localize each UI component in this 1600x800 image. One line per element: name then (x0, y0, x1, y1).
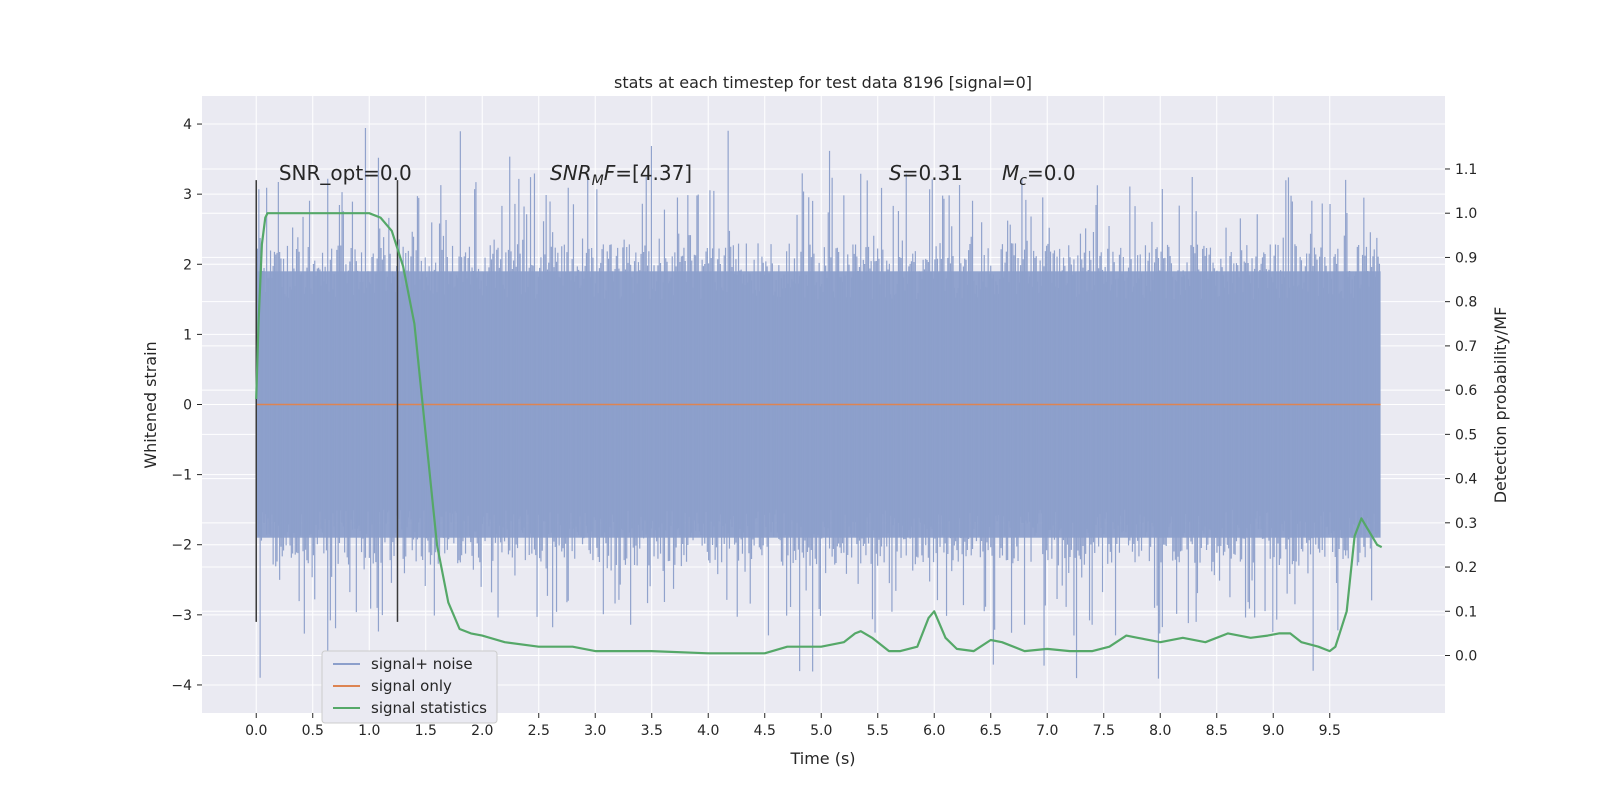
y-tick-label: 0 (183, 398, 192, 414)
annotation-mc-base: M (1002, 161, 1019, 185)
x-tick-label: 0.0 (245, 723, 267, 739)
x-tick-label: 3.5 (641, 723, 663, 739)
x-tick-label: 2.0 (471, 723, 493, 739)
x-tick-label: 1.5 (415, 723, 437, 739)
annotation-s-tail: =0.31 (902, 161, 963, 185)
x-tick-label: 2.5 (528, 723, 550, 739)
y-tick-label: 4 (183, 117, 192, 133)
annotation-snr-opt: SNR_opt=0.0 (279, 161, 412, 185)
y-tick-label: 3 (183, 187, 192, 203)
x-tick-label: 8.5 (1206, 723, 1228, 739)
x-tick-label: 4.5 (754, 723, 776, 739)
x-tick-label: 9.0 (1262, 723, 1284, 739)
annotation-mc-tail: =0.0 (1027, 161, 1076, 185)
annotation-snr-mf-tail: =[4.37] (615, 161, 692, 185)
y2-tick-label: 0.9 (1455, 250, 1477, 266)
y2-tick-label: 0.3 (1455, 516, 1477, 532)
annotation-s-stat: S=0.31 (889, 161, 963, 185)
x-tick-label: 5.0 (810, 723, 832, 739)
vertical-markers (255, 180, 399, 622)
legend-box (321, 650, 498, 724)
annotation-snr-mf-base: SNR (550, 161, 592, 185)
x-tick-label: 7.0 (1036, 723, 1058, 739)
annotation-mc: Mc=0.0 (1002, 161, 1076, 189)
annotation-snr-mf-tail-italic: F (604, 161, 616, 185)
annotation-mc-sub: c (1019, 173, 1027, 189)
x-tick-label: 4.0 (697, 723, 719, 739)
x-tick-label: 1.0 (358, 723, 380, 739)
y2-tick-label: 0.2 (1455, 560, 1477, 576)
legend-label-signal-only: signal only (371, 677, 452, 695)
y2-tick-label: 0.5 (1455, 427, 1477, 443)
x-tick-label: 9.5 (1319, 723, 1341, 739)
y2-tick-label: 0.4 (1455, 472, 1477, 488)
x-axis-title: Time (s) (789, 749, 855, 768)
x-tick-label: 5.5 (867, 723, 889, 739)
annotation-snr-mf: SNRMF=[4.37] (550, 161, 692, 189)
y-tick-label: 2 (183, 257, 192, 273)
y2-tick-label: 0.0 (1455, 649, 1477, 665)
y-tick-label: −2 (171, 538, 192, 554)
tick-labels: 0.0 0.5 1.0 1.5 2.0 2.5 3.0 3.5 4.0 4.5 5.0 5.5 6.0 6… (171, 117, 1477, 739)
x-tick-label: 6.0 (923, 723, 945, 739)
x-tick-label: 6.5 (980, 723, 1002, 739)
series-signal-noise (255, 127, 1381, 679)
signal-statistics-line (255, 212, 1383, 655)
legend: signal+ noise signal only signal statist… (321, 650, 498, 724)
y-tick-label: 1 (183, 327, 192, 343)
x-tick-label: 3.0 (584, 723, 606, 739)
y2-tick-label: 1.0 (1455, 206, 1477, 222)
x-tick-label: 0.5 (302, 723, 324, 739)
annotation-snr-mf-sub: M (592, 173, 604, 189)
y-tick-label: −3 (171, 608, 192, 624)
y2-tick-label: 0.1 (1455, 604, 1477, 620)
y2-tick-label: 0.6 (1455, 383, 1477, 399)
annotation-s-var: S (889, 161, 902, 185)
y2-tick-label: 0.8 (1455, 295, 1477, 311)
y-tick-label: −4 (171, 678, 192, 694)
series-signal-statistics (255, 212, 1383, 655)
y2-tick-label: 1.1 (1455, 162, 1477, 178)
x-tick-label: 8.0 (1149, 723, 1171, 739)
y-tick-label: −1 (171, 468, 192, 484)
legend-label-signal-statistics: signal statistics (371, 699, 487, 717)
y2-axis-title: Detection probability/MF (1491, 307, 1510, 504)
x-tick-label: 7.5 (1093, 723, 1115, 739)
legend-label-signal-noise: signal+ noise (371, 655, 473, 673)
y-axis-title: Whitened strain (141, 341, 160, 468)
chart-title: stats at each timestep for test data 819… (614, 73, 1032, 92)
y2-tick-label: 0.7 (1455, 339, 1477, 355)
